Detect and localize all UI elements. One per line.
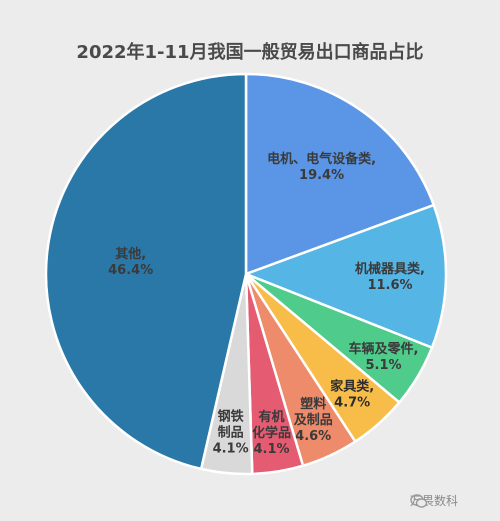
wechat-logo-icon	[410, 494, 428, 508]
pie-slice	[244, 203, 448, 349]
slice-label-line: 塑料	[300, 396, 326, 412]
slice-label: 车辆及零件, 5.1%	[349, 341, 419, 373]
pie-slice	[244, 72, 435, 276]
slice-label-line: 4.6%	[295, 429, 331, 444]
slice-label: 其他, 46.4%	[108, 246, 153, 278]
slice-label-line: 5.1%	[365, 358, 401, 373]
slice-label-line: 19.4%	[299, 168, 344, 183]
pie-slice	[44, 72, 248, 471]
slice-label-line: 有机	[258, 409, 284, 425]
slice-label-line: 化学品	[252, 425, 291, 441]
slice-label-line: 及制品	[294, 412, 333, 428]
watermark: 万畏数科	[410, 492, 458, 509]
slice-label-line: 4.1%	[213, 441, 249, 456]
slice-label-line: 钢铁	[218, 408, 244, 424]
slice-label-line: 机械器具类,	[355, 261, 425, 277]
slice-label-line: 其他,	[115, 246, 146, 262]
slice-label: 有机化学品 4.1%	[252, 409, 291, 457]
chart-title: 2022年1-11月我国一般贸易出口商品占比	[76, 42, 424, 63]
slice-label-line: 4.1%	[253, 442, 289, 457]
slice-label-line: 4.7%	[334, 396, 370, 411]
slice-label-line: 11.6%	[367, 278, 412, 293]
slice-label-line: 车辆及零件,	[349, 341, 419, 357]
slice-label-line: 家具类,	[330, 379, 374, 395]
slice-label: 机械器具类, 11.6%	[355, 261, 425, 293]
slice-label: 电机、电气设备类, 19.4%	[267, 151, 376, 183]
slice-label-line: 制品	[218, 424, 244, 440]
slice-label: 家具类, 4.7%	[330, 379, 374, 411]
slice-label-line: 46.4%	[108, 263, 153, 278]
slice-label: 钢铁制品 4.1%	[213, 408, 249, 456]
slice-label: 塑料及制品 4.6%	[294, 396, 333, 444]
slice-label-line: 电机、电气设备类,	[267, 151, 376, 167]
